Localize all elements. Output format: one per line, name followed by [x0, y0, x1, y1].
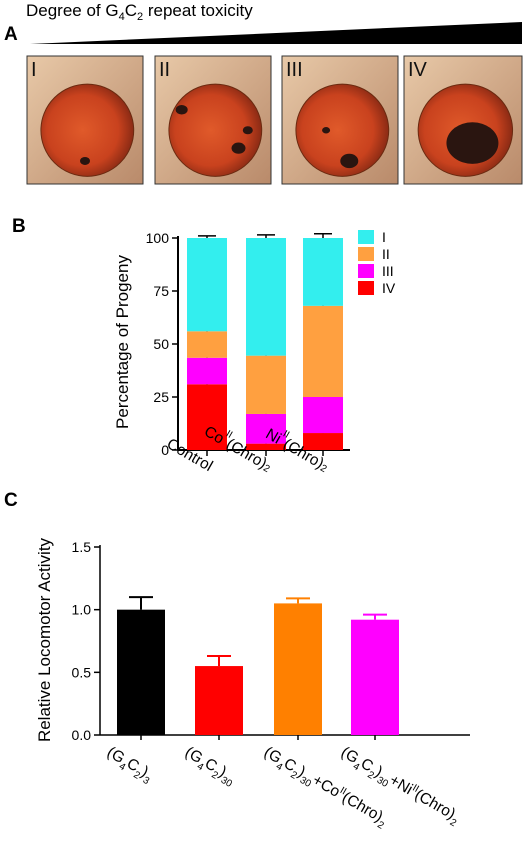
bar-segment	[303, 433, 343, 450]
necrotic-spot	[175, 104, 188, 115]
necrotic-spot	[446, 122, 499, 164]
y-tick-label: 0.0	[72, 727, 92, 743]
legend-swatch	[358, 230, 374, 244]
necrotic-spot	[340, 153, 359, 169]
bar-segment	[246, 355, 286, 414]
panel-c-letter: C	[4, 490, 18, 511]
eye-photo: III	[281, 55, 399, 185]
bar-segment	[246, 443, 286, 450]
necrotic-spot	[242, 126, 253, 135]
legend-swatch	[358, 247, 374, 261]
eye-class-label: III	[286, 59, 303, 81]
y-tick-label: 1.5	[72, 539, 92, 555]
panel-a-letter: A	[4, 24, 18, 45]
bar-segment	[187, 331, 227, 358]
panel-c-y-axis-title: Relative Locomotor Activity	[35, 537, 54, 742]
eye-photo: II	[154, 55, 272, 185]
eye-images: I II III IV	[26, 55, 523, 185]
error-bar	[286, 597, 310, 604]
toxicity-header: Degree of G4C2 repeat toxicity	[26, 1, 253, 23]
x-category-label: (G4C2)30+NiII(Chro)2	[336, 743, 464, 830]
x-category-label: (G4C2)30+CoII(Chro)2	[259, 743, 391, 832]
error-bar	[198, 235, 216, 238]
compound-eye	[295, 83, 390, 177]
bar-segment	[246, 238, 286, 356]
eye-photo: IV	[403, 55, 523, 185]
legend-label: III	[382, 263, 394, 279]
bar-segment	[187, 384, 227, 450]
bar-segment	[303, 238, 343, 306]
legend-swatch	[358, 281, 374, 295]
necrotic-spot	[231, 142, 246, 154]
compound-eye	[40, 83, 135, 177]
locomotor-bar-chart: 0.0 0.5 1.0 1.5 (G4C2)3 (G4C2)30 (G4C2)30+CoII…	[72, 539, 470, 832]
error-bar	[363, 613, 387, 620]
eye-photo: I	[26, 55, 144, 185]
error-bar	[314, 233, 332, 238]
panel-b-letter: B	[12, 216, 26, 237]
necrotic-spot	[80, 156, 90, 165]
legend-item: IV	[358, 280, 396, 296]
legend-label: IV	[382, 280, 396, 296]
eye-class-label: I	[31, 59, 37, 81]
x-category-label: (G4C2)30	[180, 744, 239, 790]
bar-segment	[303, 305, 343, 397]
y-tick-label: 75	[153, 283, 169, 299]
y-tick-label: 0.5	[72, 664, 92, 680]
bar	[195, 666, 243, 735]
error-bar	[207, 655, 231, 667]
legend-item: III	[358, 263, 394, 279]
bar	[274, 603, 322, 735]
legend-label: I	[382, 229, 386, 245]
error-bar	[129, 596, 153, 610]
eye-class-label: IV	[408, 59, 428, 81]
bar-segment	[187, 357, 227, 385]
bar-segment	[187, 238, 227, 332]
bar-segment	[246, 413, 286, 444]
necrotic-spot	[322, 127, 331, 134]
legend-swatch	[358, 264, 374, 278]
bar	[117, 609, 165, 735]
legend-item: I	[358, 229, 386, 245]
y-tick-label: 100	[146, 230, 170, 246]
panel-b-y-axis-title: Percentage of Progeny	[113, 255, 132, 429]
x-category-label: (G4C2)3	[102, 744, 156, 788]
legend-item: II	[358, 246, 390, 262]
y-tick-label: 0	[161, 442, 169, 458]
legend-label: II	[382, 246, 390, 262]
bar	[351, 619, 399, 735]
eye-class-label: II	[159, 59, 170, 81]
y-tick-label: 50	[153, 336, 169, 352]
toxicity-gradient-wedge	[30, 22, 522, 44]
y-tick-label: 25	[153, 389, 169, 405]
y-tick-label: 1.0	[72, 602, 92, 618]
error-bar	[257, 234, 275, 238]
bar-segment	[303, 397, 343, 434]
